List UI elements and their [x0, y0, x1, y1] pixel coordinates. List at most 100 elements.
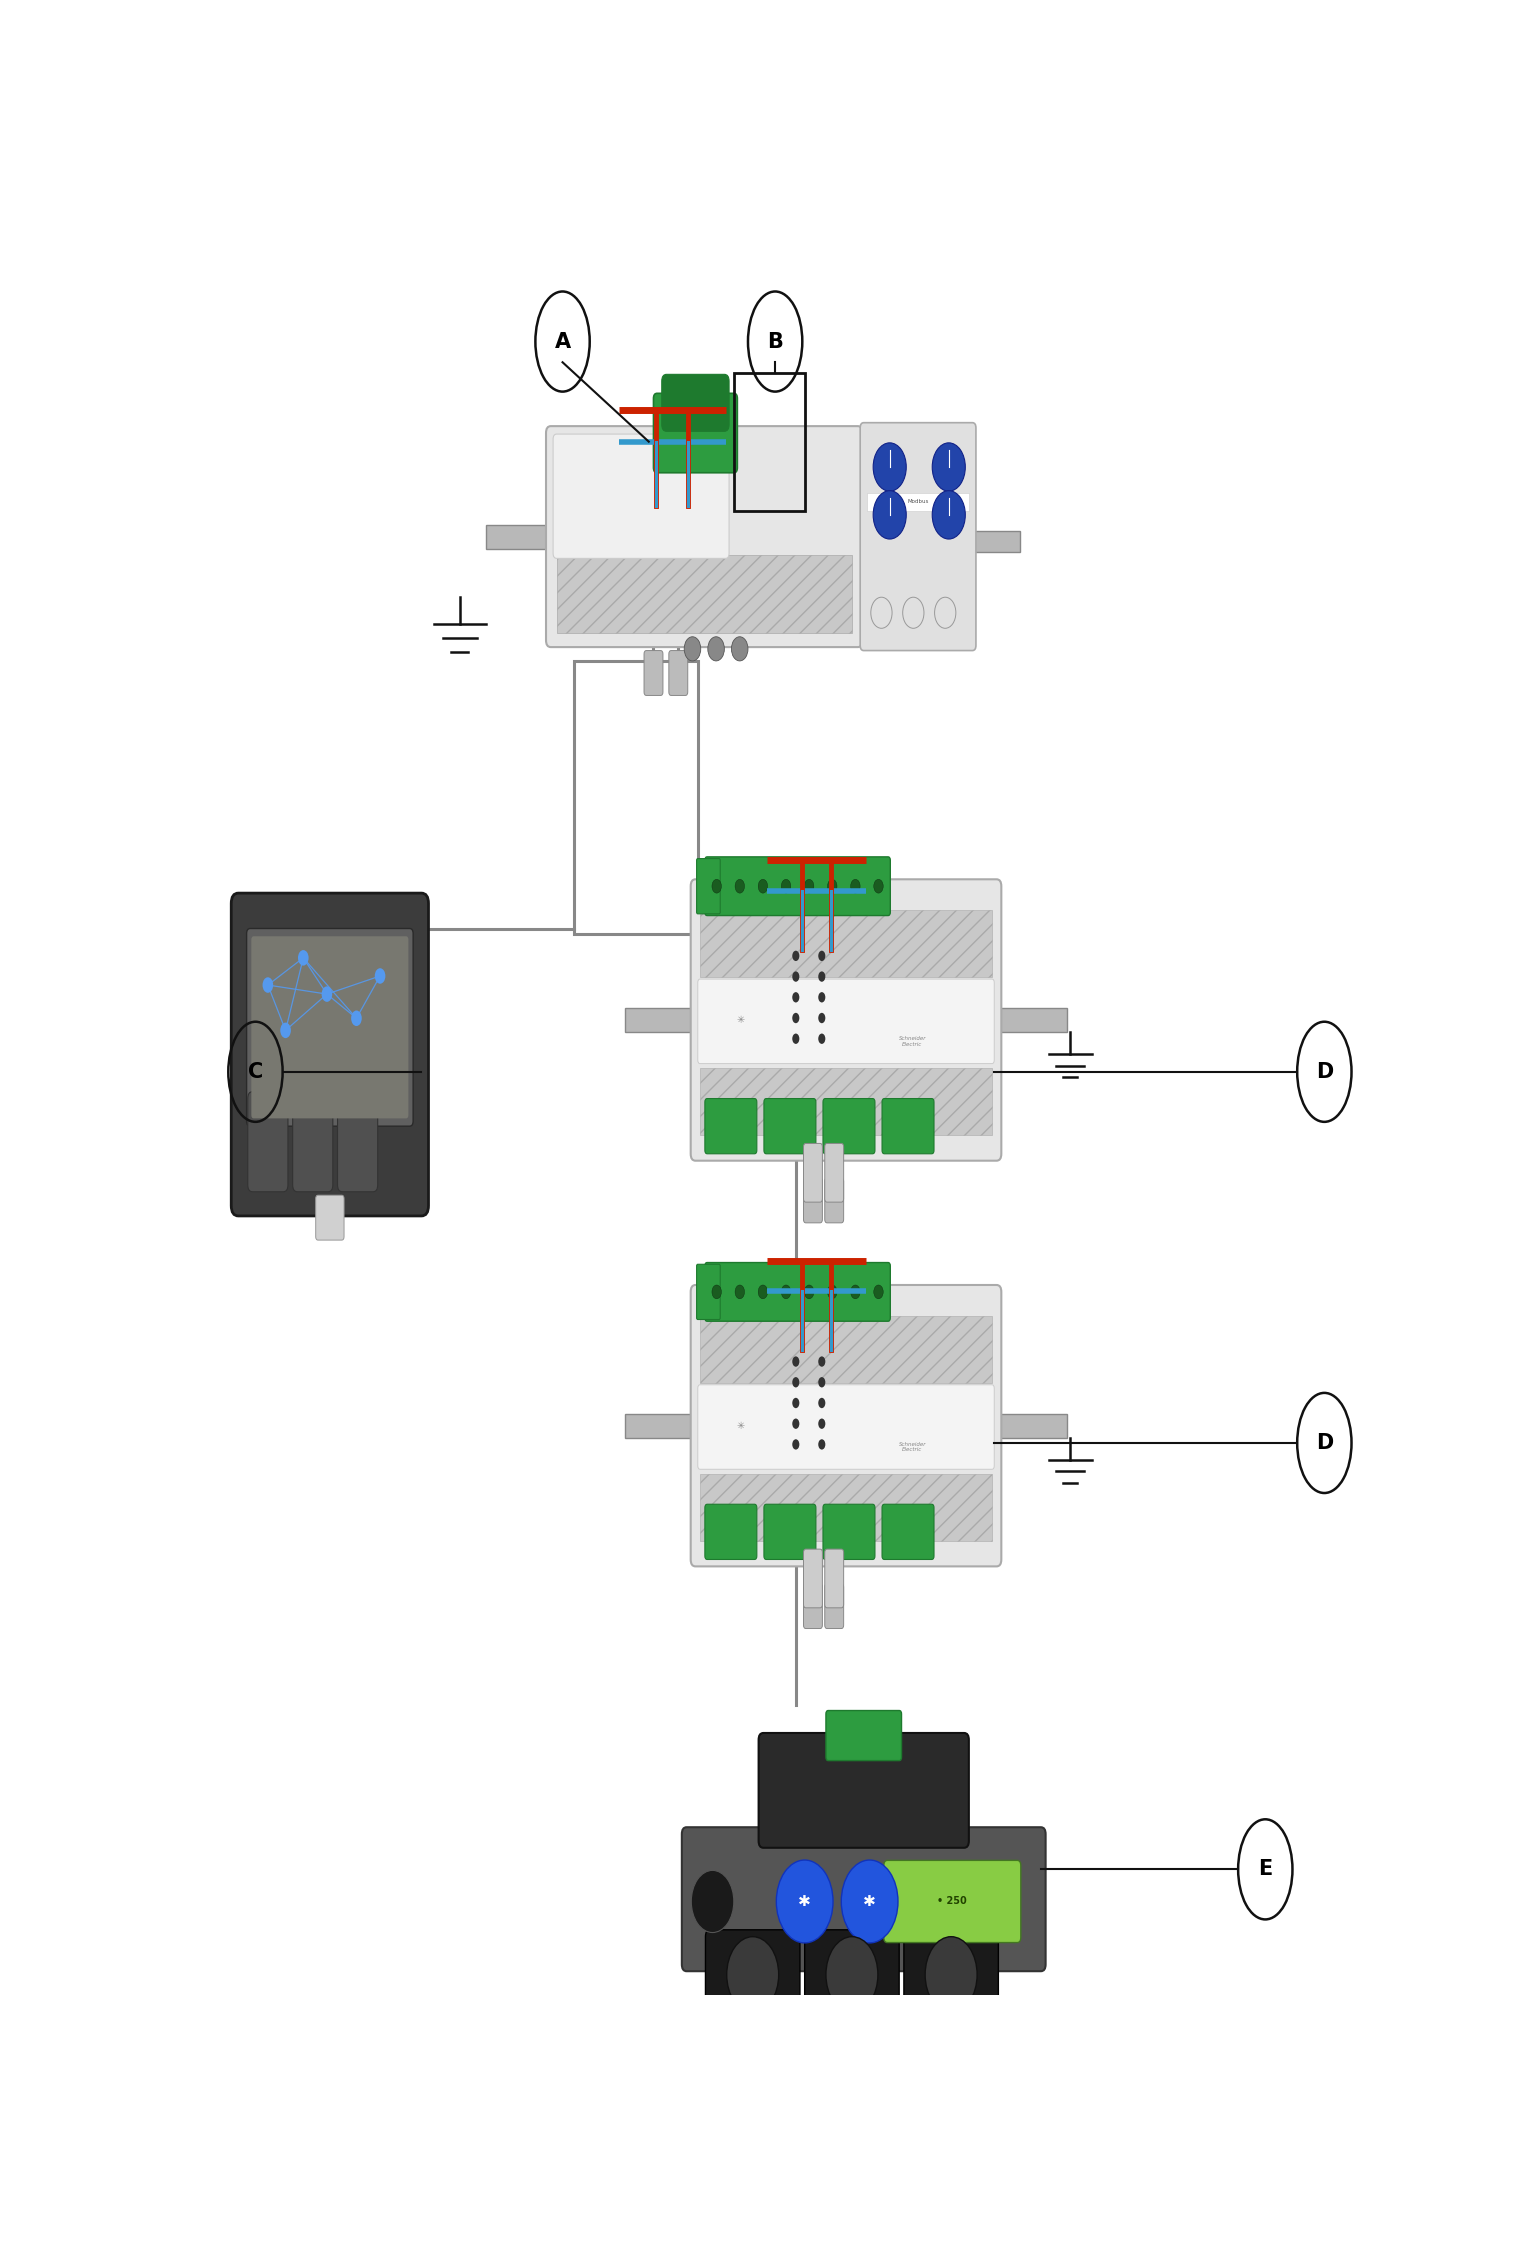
FancyBboxPatch shape: [706, 1504, 757, 1560]
FancyBboxPatch shape: [706, 856, 890, 915]
Circle shape: [826, 1937, 878, 2013]
FancyBboxPatch shape: [759, 1733, 969, 1847]
FancyBboxPatch shape: [826, 1711, 902, 1760]
Circle shape: [684, 637, 701, 661]
FancyBboxPatch shape: [556, 554, 852, 632]
Circle shape: [757, 879, 768, 892]
FancyBboxPatch shape: [764, 1504, 815, 1560]
Circle shape: [818, 1034, 826, 1045]
Circle shape: [805, 879, 814, 892]
Bar: [625, 1009, 707, 1031]
FancyBboxPatch shape: [698, 1386, 994, 1469]
Circle shape: [828, 1285, 837, 1298]
FancyBboxPatch shape: [803, 1549, 823, 1608]
Circle shape: [818, 1356, 826, 1368]
Circle shape: [351, 1011, 361, 1027]
FancyBboxPatch shape: [824, 1583, 844, 1628]
Circle shape: [792, 1419, 800, 1428]
Circle shape: [692, 1870, 735, 1933]
FancyBboxPatch shape: [706, 1930, 800, 2013]
Circle shape: [792, 993, 800, 1002]
Circle shape: [933, 444, 965, 491]
FancyBboxPatch shape: [690, 879, 1001, 1161]
FancyBboxPatch shape: [546, 426, 863, 648]
Circle shape: [792, 1397, 800, 1408]
FancyBboxPatch shape: [860, 424, 975, 650]
FancyBboxPatch shape: [803, 1177, 823, 1222]
Circle shape: [262, 978, 273, 993]
FancyBboxPatch shape: [690, 1285, 1001, 1567]
Circle shape: [792, 1013, 800, 1022]
FancyBboxPatch shape: [803, 1143, 823, 1202]
Circle shape: [280, 1022, 291, 1038]
Circle shape: [712, 1285, 721, 1298]
Circle shape: [873, 1285, 884, 1298]
Circle shape: [792, 1439, 800, 1451]
Bar: [852, 531, 1020, 552]
Bar: [486, 525, 562, 549]
Circle shape: [934, 596, 956, 628]
Bar: [985, 1009, 1067, 1031]
FancyBboxPatch shape: [654, 392, 738, 473]
FancyBboxPatch shape: [293, 1092, 332, 1193]
Bar: [625, 1415, 707, 1437]
FancyBboxPatch shape: [247, 928, 413, 1125]
FancyBboxPatch shape: [706, 1099, 757, 1155]
Circle shape: [818, 1013, 826, 1022]
FancyBboxPatch shape: [315, 1195, 344, 1240]
Text: ✳: ✳: [736, 1421, 744, 1430]
FancyBboxPatch shape: [248, 1092, 288, 1193]
FancyBboxPatch shape: [337, 1092, 378, 1193]
Text: ✱: ✱: [863, 1894, 876, 1908]
Circle shape: [828, 879, 837, 892]
Circle shape: [792, 1356, 800, 1368]
Circle shape: [902, 596, 924, 628]
FancyBboxPatch shape: [882, 1504, 934, 1560]
FancyBboxPatch shape: [824, 1143, 844, 1202]
FancyBboxPatch shape: [805, 1930, 899, 2013]
Circle shape: [933, 491, 965, 538]
Circle shape: [792, 951, 800, 962]
Text: D: D: [1315, 1433, 1334, 1453]
Text: Modbus: Modbus: [907, 500, 928, 504]
Circle shape: [299, 951, 308, 966]
Bar: [846, 525, 924, 549]
Text: Schneider
Electric: Schneider Electric: [899, 1036, 927, 1047]
Circle shape: [841, 1861, 898, 1944]
Circle shape: [792, 1377, 800, 1388]
Circle shape: [870, 596, 892, 628]
Circle shape: [818, 951, 826, 962]
FancyBboxPatch shape: [803, 1583, 823, 1628]
FancyBboxPatch shape: [764, 1099, 815, 1155]
Circle shape: [850, 879, 860, 892]
Circle shape: [757, 1285, 768, 1298]
FancyBboxPatch shape: [700, 1473, 992, 1540]
Bar: [985, 1415, 1067, 1437]
FancyBboxPatch shape: [251, 937, 408, 1119]
Circle shape: [727, 1937, 779, 2013]
FancyBboxPatch shape: [882, 1099, 934, 1155]
Text: Schneider
Electric: Schneider Electric: [899, 1442, 927, 1453]
Text: ✳: ✳: [736, 1016, 744, 1025]
Circle shape: [818, 971, 826, 982]
Circle shape: [735, 1285, 745, 1298]
FancyBboxPatch shape: [553, 435, 728, 558]
FancyBboxPatch shape: [661, 374, 728, 430]
FancyBboxPatch shape: [823, 1504, 875, 1560]
Circle shape: [818, 1397, 826, 1408]
Circle shape: [925, 1937, 977, 2013]
Bar: [575, 661, 698, 933]
FancyBboxPatch shape: [706, 1262, 890, 1321]
Text: D: D: [1315, 1063, 1334, 1083]
FancyBboxPatch shape: [696, 1264, 721, 1321]
FancyBboxPatch shape: [884, 1861, 1021, 1942]
Circle shape: [873, 491, 907, 538]
Circle shape: [707, 637, 724, 661]
Circle shape: [375, 969, 386, 984]
FancyBboxPatch shape: [232, 892, 428, 1215]
FancyBboxPatch shape: [824, 1549, 844, 1608]
FancyBboxPatch shape: [696, 859, 721, 915]
FancyBboxPatch shape: [681, 1827, 1045, 1971]
Circle shape: [782, 879, 791, 892]
FancyBboxPatch shape: [700, 1067, 992, 1134]
